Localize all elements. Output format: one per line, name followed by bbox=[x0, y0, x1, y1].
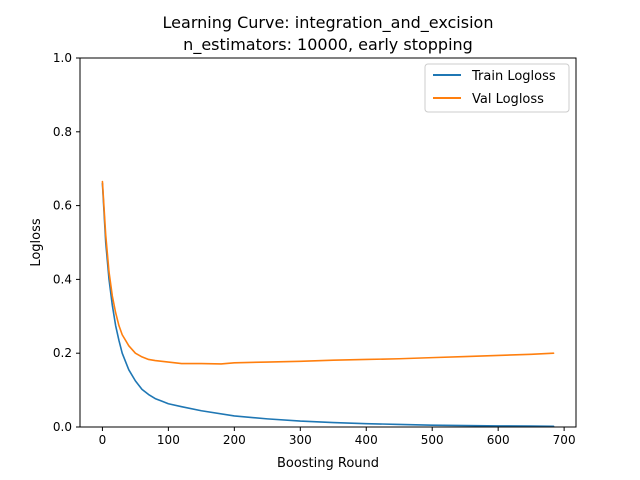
series-line-train-logloss bbox=[101, 182, 555, 428]
x-tick-label: 200 bbox=[223, 433, 246, 447]
axes-frame bbox=[79, 57, 577, 428]
x-tick-label: 600 bbox=[487, 433, 510, 447]
x-tick-label: 500 bbox=[421, 433, 444, 447]
y-axis: 0.0 0.2 0.4 0.6 0.8 1.0 bbox=[53, 51, 80, 434]
y-tick-label: 1.0 bbox=[53, 51, 72, 65]
legend-label-train: Train Logloss bbox=[471, 69, 556, 84]
chart-subtitle: n_estimators: 10000, early stopping bbox=[183, 35, 473, 55]
y-tick-label: 0.6 bbox=[53, 199, 72, 213]
y-axis-label: Logloss bbox=[29, 218, 44, 267]
x-axis-label: Boosting Round bbox=[277, 456, 379, 471]
y-tick-label: 0.8 bbox=[53, 125, 72, 139]
x-axis: 0 100 200 300 400 500 600 700 bbox=[99, 427, 576, 447]
x-tick-label: 400 bbox=[355, 433, 378, 447]
legend-label-val: Val Logloss bbox=[472, 92, 544, 107]
legend: Train Logloss Val Logloss bbox=[424, 63, 570, 113]
x-tick-label: 0 bbox=[99, 433, 107, 447]
plot-area bbox=[101, 180, 555, 428]
y-tick-label: 0.4 bbox=[53, 272, 72, 286]
x-tick-label: 300 bbox=[289, 433, 312, 447]
x-tick-label: 100 bbox=[157, 433, 180, 447]
y-tick-label: 0.0 bbox=[53, 420, 72, 434]
y-tick-label: 0.2 bbox=[53, 346, 72, 360]
x-tick-label: 700 bbox=[553, 433, 576, 447]
chart-title: Learning Curve: integration_and_excision bbox=[163, 13, 494, 33]
series-line-val-logloss bbox=[101, 180, 555, 365]
